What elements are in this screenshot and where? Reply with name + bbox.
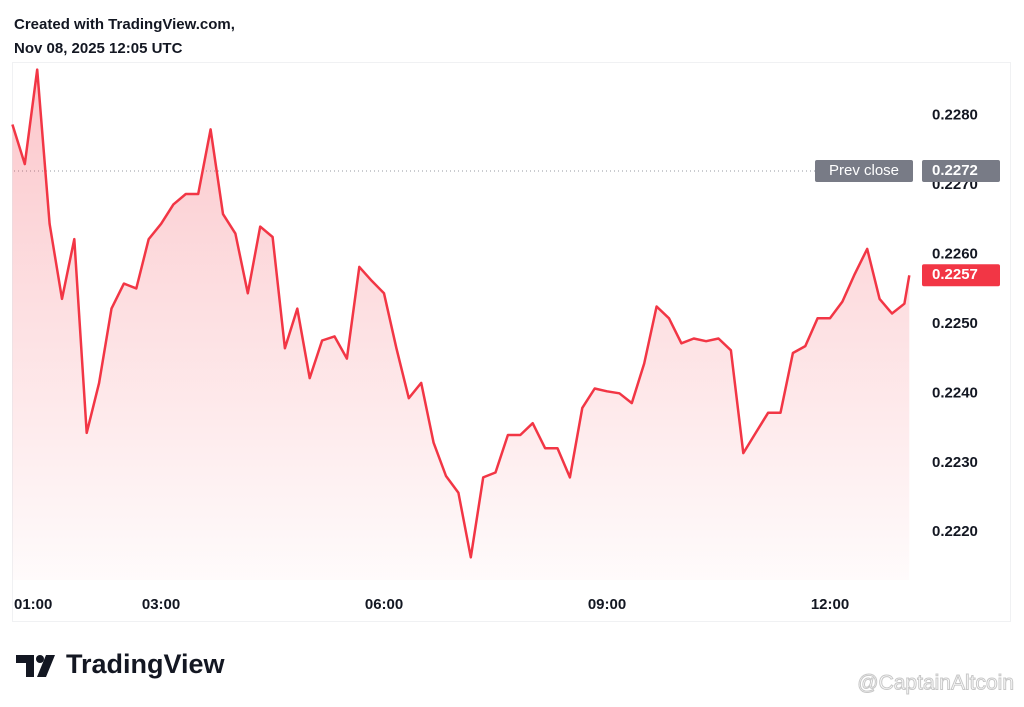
y-tick-label: 0.2220: [932, 523, 978, 540]
prev-close-value-box: [922, 160, 1000, 183]
x-tick-label: 01:00: [14, 596, 52, 613]
brand: TradingView: [66, 649, 226, 679]
x-tick-label: 12:00: [811, 596, 849, 613]
y-tick-label: 0.2280: [932, 106, 978, 123]
price-line: [11, 68, 911, 559]
y-tick-label: 0.2250: [932, 315, 978, 332]
chart-title: Created with TradingView.com,: [14, 16, 235, 33]
watermark: @CaptainAltcoin: [857, 672, 1014, 695]
prev-close-label: Prev close: [829, 162, 899, 179]
area-fill: [12, 69, 910, 580]
y-tick-label: 0.2240: [932, 384, 978, 401]
x-tick-label: 06:00: [365, 596, 403, 613]
prev-close-box: [815, 160, 913, 183]
last-price-label: 0.2257: [932, 266, 978, 283]
prev-close-value: 0.2272: [932, 162, 978, 179]
chart-subtitle: Nov 08, 2025 12:05 UTC: [14, 40, 183, 57]
y-tick-label: 0.2230: [932, 454, 978, 471]
x-tick-label: 03:00: [142, 596, 180, 613]
y-tick-label: 0.2260: [932, 245, 978, 262]
brand-logo: [16, 655, 55, 677]
x-tick-label: 09:00: [588, 596, 626, 613]
last-price-box: [922, 264, 1000, 287]
